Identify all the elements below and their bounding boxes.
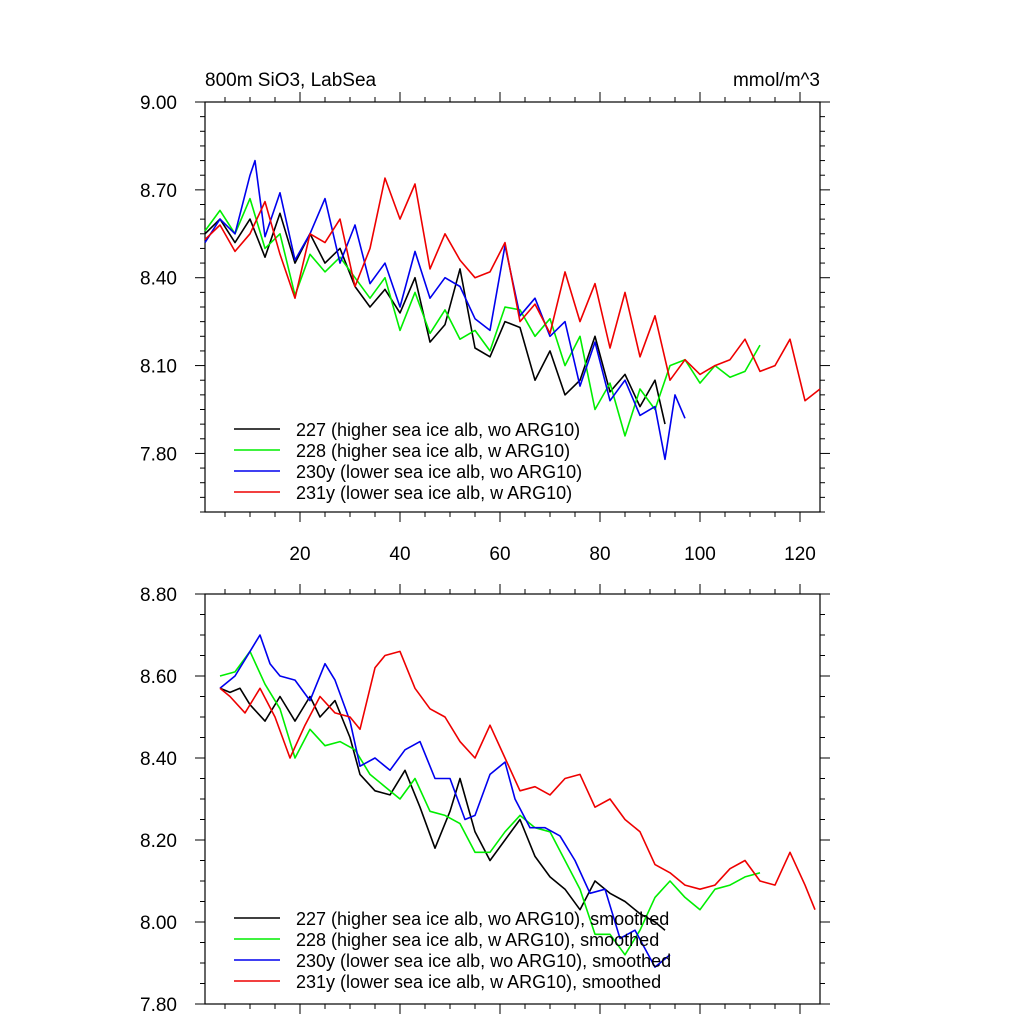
bottom-legend-label: 227 (higher sea ice alb, wo ARG10), smoo… [296, 909, 669, 929]
top-axis-ticks: 7.80 8.10 8.40 8.70 9.00 20 40 60 80 100 120 [140, 92, 830, 565]
top-series-line-0 [204, 212, 666, 425]
top-legend-label: 231y (lower sea ice alb, w ARG10) [296, 483, 572, 503]
bottom-legend-label: 228 (higher sea ice alb, w ARG10), smoot… [296, 930, 659, 950]
top-legend: 227 (higher sea ice alb, wo ARG10)228 (h… [234, 420, 582, 503]
bottom-series-line-0 [219, 687, 666, 931]
top-y-tick-label: 7.80 [140, 444, 177, 465]
chart-title: 800m SiO3, LabSea [205, 70, 377, 91]
top-y-tick-label: 8.10 [140, 357, 177, 378]
top-plot-series [204, 159, 821, 461]
top-series-line-2 [204, 159, 686, 461]
bottom-series-line-2 [219, 634, 671, 968]
bottom-legend: 227 (higher sea ice alb, wo ARG10), smoo… [234, 909, 671, 992]
top-x-tick-label: 100 [684, 544, 716, 565]
bottom-plot-series [219, 634, 816, 968]
top-legend-label: 230y (lower sea ice alb, wo ARG10) [296, 462, 582, 482]
top-x-tick-label: 120 [784, 544, 816, 565]
top-x-tick-label: 60 [489, 544, 510, 565]
bottom-axis-ticks: 7.80 8.00 8.20 8.40 8.60 8.80 [140, 584, 830, 1016]
top-x-tick-label: 20 [289, 544, 310, 565]
top-x-tick-label: 40 [389, 544, 410, 565]
bottom-series-line-3 [219, 650, 816, 911]
bottom-y-tick-label: 8.00 [140, 913, 177, 934]
bottom-y-tick-label: 8.60 [140, 667, 177, 688]
top-y-tick-label: 8.70 [140, 181, 177, 202]
top-y-tick-label: 9.00 [140, 93, 177, 114]
bottom-legend-label: 231y (lower sea ice alb, w ARG10), smoot… [296, 972, 661, 992]
top-legend-label: 227 (higher sea ice alb, wo ARG10) [296, 420, 580, 440]
chart-units: mmol/m^3 [733, 70, 820, 91]
bottom-legend-label: 230y (lower sea ice alb, wo ARG10), smoo… [296, 951, 671, 971]
top-x-tick-label: 80 [589, 544, 610, 565]
bottom-y-tick-label: 8.40 [140, 749, 177, 770]
bottom-y-tick-label: 7.80 [140, 995, 177, 1016]
bottom-series-line-1 [219, 650, 761, 956]
top-legend-label: 228 (higher sea ice alb, w ARG10) [296, 441, 570, 461]
top-y-tick-label: 8.40 [140, 269, 177, 290]
top-series-line-3 [204, 177, 821, 402]
bottom-y-tick-label: 8.20 [140, 831, 177, 852]
bottom-y-tick-label: 8.80 [140, 585, 177, 606]
